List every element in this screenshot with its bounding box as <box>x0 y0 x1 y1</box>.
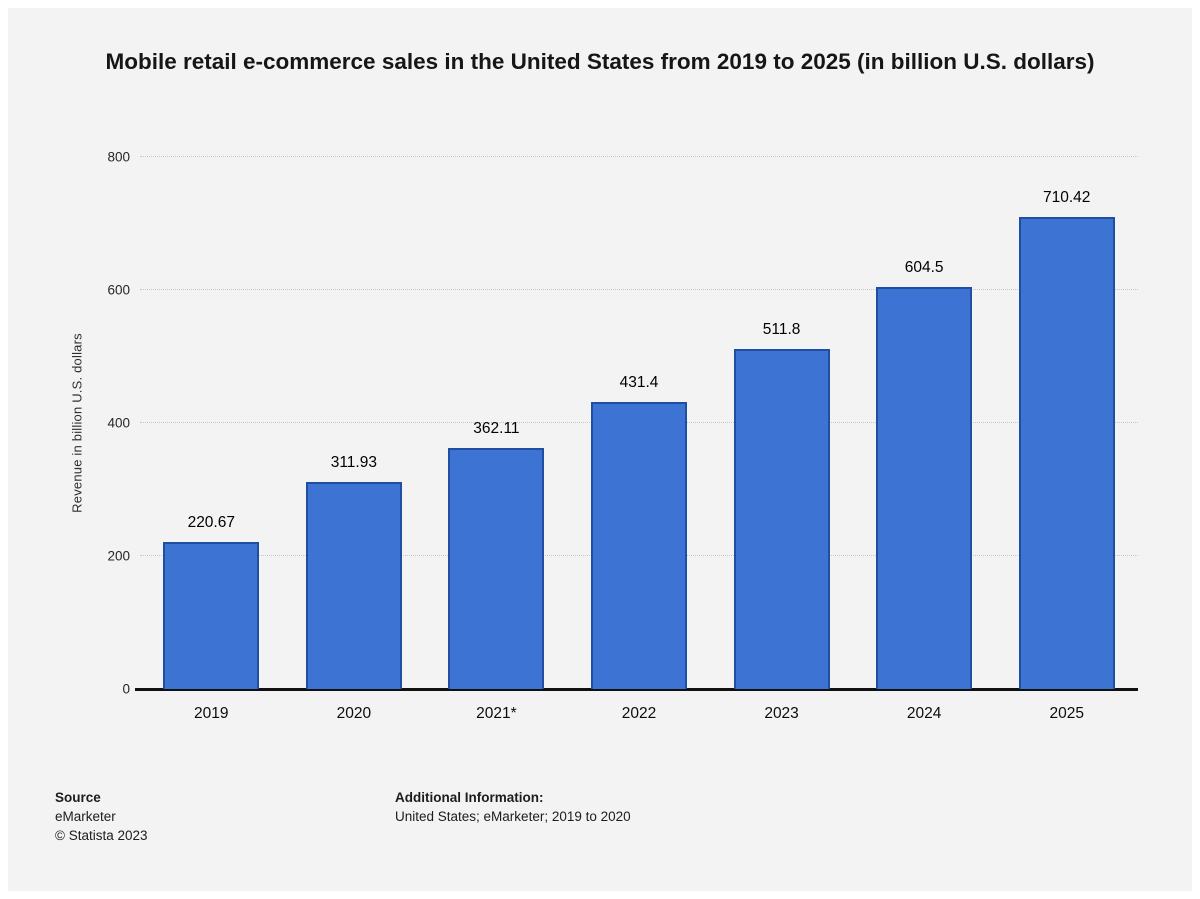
source-label: Source <box>55 790 101 805</box>
plot-area: 220.67 2019 311.93 2020 362.11 2021* 431.4 2022… <box>135 156 1138 722</box>
bar-2021* <box>448 448 545 689</box>
x-tick-label-2019: 2019 <box>194 705 229 722</box>
chart-title: Mobile retail e-commerce sales in the Un… <box>0 42 1200 82</box>
bar-2019 <box>163 542 260 689</box>
bar-2022 <box>590 402 687 689</box>
gridline-600 <box>140 289 1138 290</box>
y-tick-label-200: 200 <box>107 548 130 564</box>
x-tick-label-2020: 2020 <box>336 705 372 722</box>
bar-slot-2019: 220.67 2019 <box>140 157 283 722</box>
statista-copyright: © Statista 2023 <box>55 828 148 843</box>
chart-title-text: Mobile retail e-commerce sales in the Un… <box>105 49 1095 74</box>
gridline-800 <box>140 156 1138 157</box>
x-tick-label-2025: 2025 <box>1049 705 1084 722</box>
bar-slot-2024: 604.5 2024 <box>853 157 996 722</box>
bar-slot-2022: 431.4 2022 <box>568 157 711 722</box>
bar-value-label-2023: 511.8 <box>762 320 801 338</box>
bar-slot-2025: 710.42 2025 <box>995 157 1138 722</box>
bar-slot-2020: 311.93 2020 <box>283 157 426 722</box>
x-tick-label-2024: 2024 <box>906 705 942 722</box>
additional-info-text: United States; eMarketer; 2019 to 2020 <box>395 809 631 824</box>
bar-2024 <box>876 287 973 689</box>
y-tick-label-0: 0 <box>122 681 130 697</box>
bar-2020 <box>305 481 402 689</box>
y-axis-tick-labels: 0 200 400 600 800 <box>0 150 130 697</box>
x-tick-label-2023: 2023 <box>764 705 799 722</box>
bar-value-label-2019: 220.67 <box>187 514 235 532</box>
bar-value-label-2022: 431.4 <box>619 374 659 392</box>
source-block: Source eMarketer © Statista 2023 <box>55 788 148 845</box>
bar-value-label-2025: 710.42 <box>1042 188 1091 206</box>
bar-slot-2023: 511.8 2023 <box>710 157 853 722</box>
x-axis-line <box>135 688 1138 691</box>
bar-slot-2021*: 362.11 2021* <box>425 157 568 722</box>
bar-value-label-2020: 311.93 <box>330 453 377 471</box>
bar-value-label-2024: 604.5 <box>904 259 944 277</box>
additional-info-block: Additional Information: United States; e… <box>395 788 631 826</box>
y-tick-label-400: 400 <box>107 415 130 431</box>
bar-value-label-2021*: 362.11 <box>473 420 520 438</box>
y-tick-label-600: 600 <box>107 282 130 298</box>
x-tick-label-2021*: 2021* <box>476 705 517 722</box>
source-name: eMarketer <box>55 809 116 824</box>
x-tick-label-2022: 2022 <box>621 705 657 722</box>
y-tick-label-800: 800 <box>107 149 130 165</box>
bar-2025 <box>1018 216 1115 689</box>
additional-info-label: Additional Information: <box>395 790 544 805</box>
bar-2023 <box>733 348 830 689</box>
